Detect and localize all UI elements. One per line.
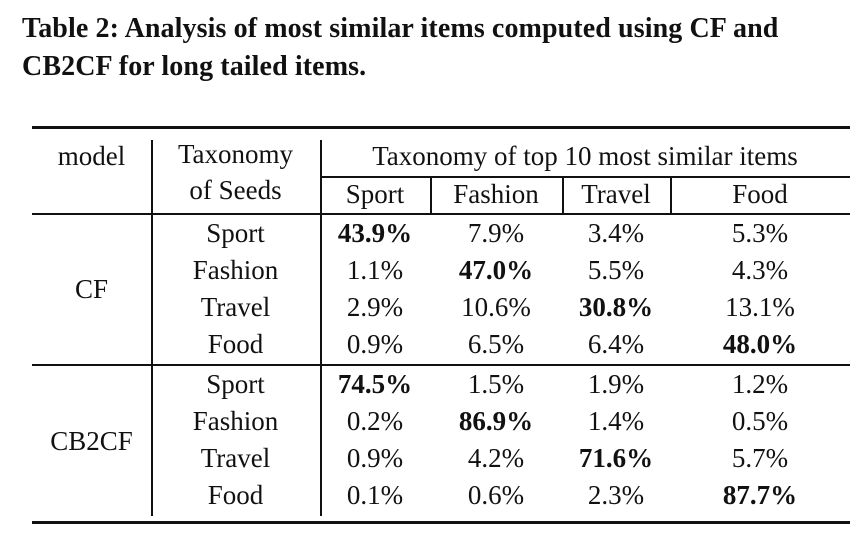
seed-divider xyxy=(320,140,322,516)
cell-cb2cf-food-food: 87.7% xyxy=(722,480,798,510)
model-cf: CF xyxy=(74,274,109,304)
seed-cb2cf-sport: Sport xyxy=(206,369,265,399)
header-col-sport: Sport xyxy=(345,179,405,209)
header-rule xyxy=(32,213,850,215)
cell-cb2cf-travel-sport: 0.9% xyxy=(346,443,404,473)
header-seed-line2: of Seeds xyxy=(189,175,282,205)
cell-cf-sport-fashion: 7.9% xyxy=(467,218,525,248)
header-col-travel: Travel xyxy=(581,179,651,209)
header-col-food: Food xyxy=(732,179,788,209)
sport-divider xyxy=(430,176,432,213)
seed-cf-sport: Sport xyxy=(206,218,265,248)
cell-cf-travel-sport: 2.9% xyxy=(346,292,404,322)
cell-cf-sport-travel: 3.4% xyxy=(587,218,645,248)
cell-cb2cf-travel-food: 5.7% xyxy=(731,443,789,473)
cell-cb2cf-fashion-travel: 1.4% xyxy=(587,406,645,436)
cell-cb2cf-food-sport: 0.1% xyxy=(346,480,404,510)
cell-cf-sport-sport: 43.9% xyxy=(337,218,413,248)
cell-cf-travel-fashion: 10.6% xyxy=(461,292,531,322)
model-divider xyxy=(151,140,153,516)
subheader-rule xyxy=(320,176,850,178)
cell-cf-food-fashion: 6.5% xyxy=(467,329,525,359)
cell-cb2cf-sport-sport: 74.5% xyxy=(337,369,413,399)
table-caption: Table 2: Analysis of most similar items … xyxy=(22,13,779,82)
cell-cb2cf-sport-travel: 1.9% xyxy=(587,369,645,399)
cell-cb2cf-fashion-food: 0.5% xyxy=(731,406,789,436)
cell-cf-fashion-sport: 1.1% xyxy=(346,255,404,285)
seed-cb2cf-travel: Travel xyxy=(200,443,271,473)
cell-cb2cf-fashion-fashion: 86.9% xyxy=(458,406,534,436)
cell-cf-travel-food: 13.1% xyxy=(725,292,795,322)
seed-cb2cf-fashion: Fashion xyxy=(192,406,279,436)
fashion-divider xyxy=(562,176,564,213)
cell-cb2cf-sport-fashion: 1.5% xyxy=(467,369,525,399)
results-table: model Taxonomy of Seeds Taxonomy of top … xyxy=(32,126,850,526)
cell-cf-fashion-fashion: 47.0% xyxy=(458,255,534,285)
seed-cf-fashion: Fashion xyxy=(192,255,279,285)
cell-cf-travel-travel: 30.8% xyxy=(578,292,654,322)
cell-cb2cf-food-fashion: 0.6% xyxy=(467,480,525,510)
model-cb2cf: CB2CF xyxy=(50,426,133,456)
seed-cb2cf-food: Food xyxy=(207,480,264,510)
seed-cf-food: Food xyxy=(207,329,264,359)
cell-cb2cf-travel-fashion: 4.2% xyxy=(467,443,525,473)
group-rule xyxy=(32,364,850,366)
cell-cb2cf-travel-travel: 71.6% xyxy=(578,443,654,473)
top-rule xyxy=(32,126,850,129)
cell-cf-food-sport: 0.9% xyxy=(346,329,404,359)
header-model: model xyxy=(57,141,126,171)
seed-cf-travel: Travel xyxy=(200,292,271,322)
header-group: Taxonomy of top 10 most similar items xyxy=(372,141,798,171)
cell-cb2cf-sport-food: 1.2% xyxy=(731,369,789,399)
cell-cf-food-food: 48.0% xyxy=(722,329,798,359)
cell-cf-food-travel: 6.4% xyxy=(587,329,645,359)
cell-cf-fashion-travel: 5.5% xyxy=(587,255,645,285)
header-col-fashion: Fashion xyxy=(453,179,539,209)
cell-cf-fashion-food: 4.3% xyxy=(731,255,789,285)
travel-divider xyxy=(670,176,672,213)
cell-cf-sport-food: 5.3% xyxy=(731,218,789,248)
bottom-rule xyxy=(32,521,850,524)
cell-cb2cf-fashion-sport: 0.2% xyxy=(346,406,404,436)
cell-cb2cf-food-travel: 2.3% xyxy=(587,480,645,510)
header-seed-line1: Taxonomy xyxy=(177,139,294,169)
